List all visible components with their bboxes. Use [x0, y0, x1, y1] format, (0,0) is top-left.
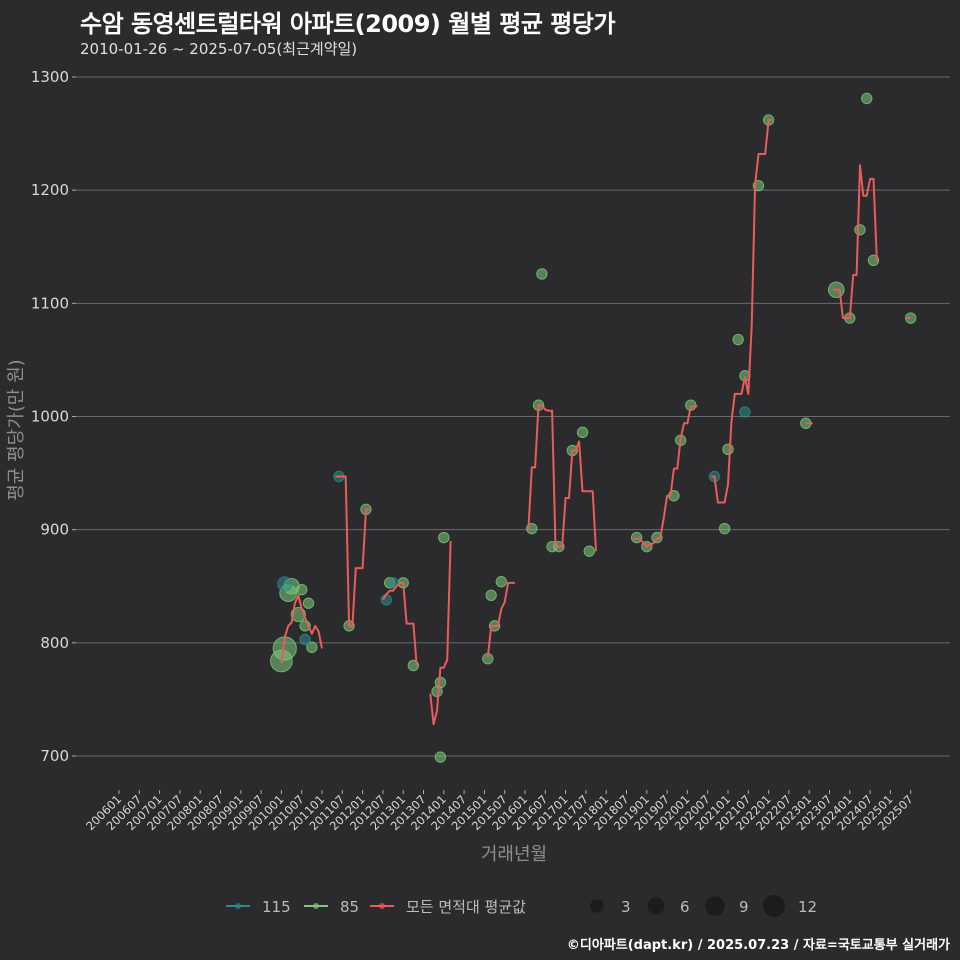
- y-tick-label: 1100: [31, 294, 69, 312]
- scatter-points: [270, 92, 917, 763]
- avg-line-segment: [711, 119, 772, 504]
- data-point-85: [854, 224, 866, 236]
- avg-line-segment: [633, 405, 698, 548]
- y-tick-label: 1300: [31, 68, 69, 86]
- chart-subtitle: 2010-01-26 ~ 2025-07-05(최근계약일): [80, 40, 358, 58]
- x-axis: 2006012006072007012007072008012008072009…: [83, 790, 916, 833]
- data-point-115: [277, 576, 293, 592]
- legend-item-모든 면적대 평균값: 모든 면적대 평균값: [370, 898, 526, 916]
- avg-line-segment: [832, 164, 878, 319]
- data-point-85: [583, 545, 595, 557]
- svg-text:85: 85: [340, 898, 359, 916]
- y-axis-title: 평균 평당가(만 원): [6, 359, 27, 500]
- source-caption: ©디아파트(dapt.kr) / 2025.07.23 / 자료=국토교통부 실…: [566, 938, 950, 953]
- data-point-85: [630, 531, 643, 544]
- svg-text:12: 12: [798, 898, 817, 916]
- data-point-85: [302, 597, 315, 609]
- y-tick-label: 700: [40, 747, 69, 765]
- data-point-85: [438, 531, 450, 544]
- legend-size-6: 6: [647, 897, 690, 916]
- avg-line-segment: [280, 594, 323, 664]
- avg-line-segment: [527, 404, 597, 552]
- avg-line-segment: [335, 475, 370, 627]
- data-point-115: [387, 577, 399, 589]
- data-point-115: [380, 594, 392, 606]
- legend-size-12: 12: [762, 894, 817, 918]
- svg-text:9: 9: [739, 898, 749, 916]
- data-point-85: [434, 751, 447, 763]
- legend-size-3: 3: [590, 898, 631, 916]
- y-axis: 700 800 900 1000 1100 1200 1300: [31, 68, 76, 765]
- avg-line-segment: [429, 540, 452, 726]
- data-point-115: [299, 633, 311, 646]
- legend-size-9: 9: [705, 896, 749, 916]
- svg-text:3: 3: [621, 898, 631, 916]
- average-line: [280, 119, 911, 726]
- legend-item-115: 115: [226, 898, 291, 916]
- y-tick-label: 800: [40, 634, 69, 652]
- data-point-85: [651, 531, 663, 544]
- y-tick-label: 900: [40, 521, 69, 539]
- data-point-85: [722, 443, 734, 456]
- y-tick-label: 1200: [31, 181, 69, 199]
- svg-text:6: 6: [680, 898, 690, 916]
- legend: 115 85 모든 면적대 평균값 3 6 9 12: [226, 894, 817, 918]
- avg-line-segment: [382, 581, 418, 666]
- y-tick-label: 1000: [31, 408, 69, 426]
- gridlines: [75, 76, 950, 757]
- svg-text:모든 면적대 평균값: 모든 면적대 평균값: [406, 898, 526, 916]
- data-point-115: [739, 406, 751, 418]
- data-point-85: [296, 583, 308, 596]
- x-axis-title: 거래년월: [481, 844, 547, 865]
- data-point-85: [306, 641, 318, 654]
- data-point-85: [536, 268, 548, 280]
- avg-line-segment: [486, 581, 515, 658]
- svg-text:115: 115: [262, 898, 291, 916]
- chart-title: 수암 동영센트럴타워 아파트(2009) 월별 평균 평당가: [80, 10, 616, 38]
- data-point-85: [576, 426, 589, 439]
- legend-item-85: 85: [304, 898, 359, 916]
- data-point-85: [718, 522, 731, 535]
- data-point-85: [732, 333, 744, 346]
- data-point-85: [485, 589, 497, 602]
- data-point-85: [861, 92, 873, 105]
- data-point-85: [495, 576, 508, 588]
